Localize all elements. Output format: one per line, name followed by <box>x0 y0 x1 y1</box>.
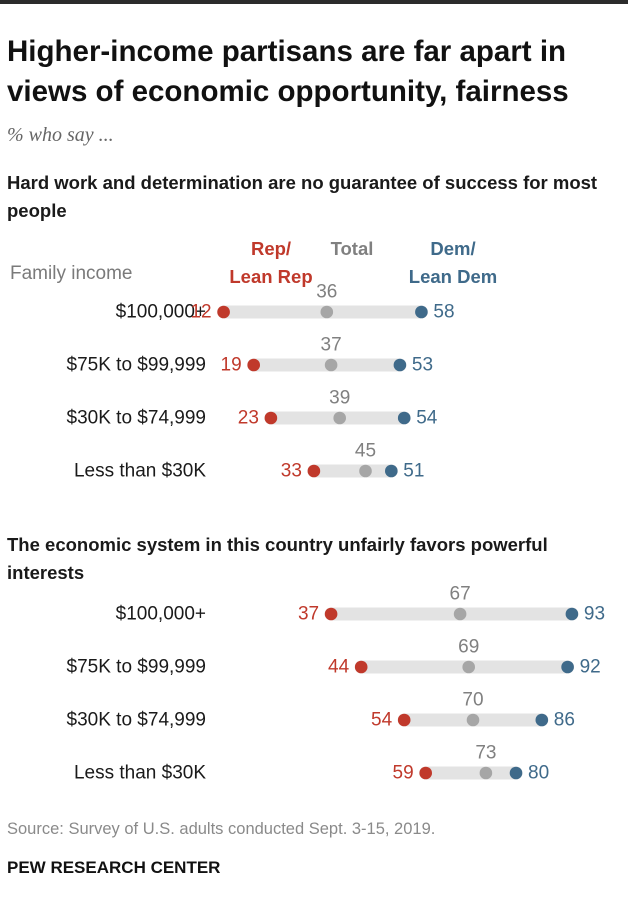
legend-rep-line2: Lean Rep <box>229 266 313 287</box>
rep-value-label: 54 <box>371 710 393 731</box>
panel-1-title: Hard work and determination are no guara… <box>7 172 598 221</box>
total-dot <box>479 766 493 780</box>
total-value-label: 36 <box>316 282 337 303</box>
dem-dot <box>565 607 579 621</box>
legend-total: Total <box>330 238 374 259</box>
total-dot <box>359 464 372 478</box>
dem-value-label: 53 <box>412 355 433 376</box>
category-label: $75K to $99,999 <box>67 355 206 376</box>
rep-dot <box>217 305 230 319</box>
dem-dot <box>393 358 407 372</box>
legend-dem-line2: Lean Dem <box>408 266 498 287</box>
dem-value-label: 80 <box>528 763 549 784</box>
rep-dot <box>324 607 338 621</box>
chart-row: Less than $30K 59 80 73 <box>74 743 549 784</box>
dem-dot <box>561 660 574 674</box>
chart-row: $30K to $74,999 54 86 70 <box>67 690 575 731</box>
total-dot <box>333 411 347 425</box>
dem-value-label: 51 <box>403 461 424 482</box>
rep-dot <box>419 766 433 780</box>
source-note: Source: Survey of U.S. adults conducted … <box>7 820 436 838</box>
family-income-header: Family income <box>10 263 133 284</box>
total-value-label: 37 <box>321 335 342 356</box>
dem-value-label: 58 <box>433 302 454 323</box>
total-dot <box>466 713 480 727</box>
panel-1-plot: $100,000+12 58 36 $75K to $99,999 19 53 37 $30K… <box>67 282 455 482</box>
chart-row: $75K to $99,999 44 92 69 <box>67 637 601 678</box>
total-dot <box>324 358 338 372</box>
dem-dot <box>385 464 398 478</box>
legend-rep-line1: Rep/ <box>250 238 292 259</box>
chart-title: Higher-income partisans are far apart in… <box>7 35 569 108</box>
rep-dot <box>247 358 260 372</box>
rep-value-label: 59 <box>393 763 414 784</box>
total-value-label: 73 <box>475 743 496 764</box>
category-label: $30K to $74,999 <box>67 710 206 731</box>
rep-value-label: 19 <box>221 355 242 376</box>
chart-row: $100,000+12 58 36 <box>116 282 455 323</box>
chart-row: $75K to $99,999 19 53 37 <box>67 335 434 376</box>
total-value-label: 45 <box>355 441 376 462</box>
dem-value-label: 86 <box>554 710 575 731</box>
rep-dot <box>354 660 368 674</box>
dem-dot <box>397 411 411 425</box>
legend-rep: Rep/ Lean Rep <box>206 235 336 291</box>
brand-footer: PEW RESEARCH CENTER <box>7 858 221 877</box>
category-label: $75K to $99,999 <box>67 657 206 678</box>
chart-row: $100,000+ 37 93 67 <box>116 584 605 625</box>
rep-value-label: 12 <box>190 302 211 323</box>
legend-dem: Dem/ Lean Dem <box>388 235 518 291</box>
category-label: Less than $30K <box>74 763 206 784</box>
panel-2-plot: $100,000+ 37 93 67 $75K to $99,999 44 92 69 $30K… <box>67 584 606 784</box>
rep-dot <box>397 713 411 727</box>
total-value-label: 69 <box>458 637 479 658</box>
rep-value-label: 23 <box>238 408 259 429</box>
chart-subtitle: % who say ... <box>7 124 114 146</box>
rep-value-label: 37 <box>298 604 319 625</box>
total-dot <box>320 305 334 319</box>
dem-value-label: 93 <box>584 604 605 625</box>
legend-dem-line1: Dem/ <box>430 238 476 259</box>
rep-dot <box>264 411 278 425</box>
category-label: $100,000+ <box>116 604 206 625</box>
rep-dot <box>307 464 321 478</box>
dem-value-label: 54 <box>416 408 438 429</box>
chart-row: $30K to $74,999 23 54 39 <box>67 388 438 429</box>
total-dot <box>462 660 476 674</box>
total-value-label: 39 <box>329 388 350 409</box>
chart-row: Less than $30K 33 51 45 <box>74 441 424 482</box>
dem-dot <box>509 766 523 780</box>
top-rule <box>0 0 628 4</box>
dem-value-label: 92 <box>580 657 601 678</box>
total-value-label: 67 <box>450 584 471 605</box>
total-value-label: 70 <box>462 690 483 711</box>
dem-dot <box>535 713 549 727</box>
category-label: Less than $30K <box>74 461 206 482</box>
rep-value-label: 44 <box>328 657 350 678</box>
panel-2-title: The economic system in this country unfa… <box>7 534 548 583</box>
rep-value-label: 33 <box>281 461 302 482</box>
total-dot <box>453 607 467 621</box>
dem-dot <box>415 305 428 319</box>
category-label: $100,000+ <box>116 302 206 323</box>
category-label: $30K to $74,999 <box>67 408 206 429</box>
